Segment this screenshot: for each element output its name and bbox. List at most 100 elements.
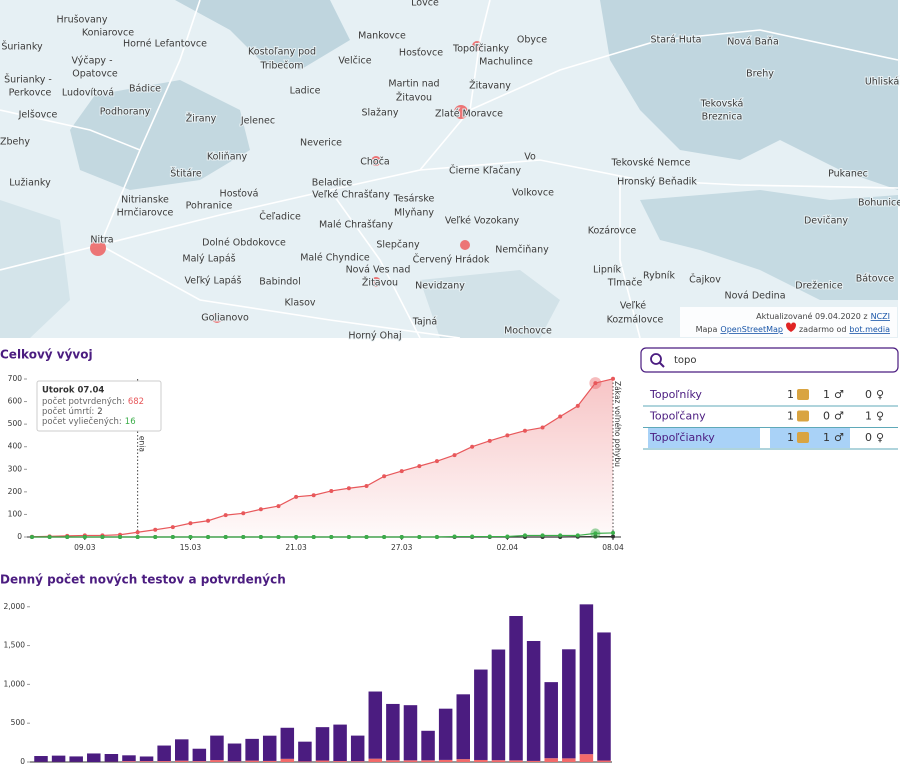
bar-segment bbox=[245, 738, 259, 761]
map-marker[interactable] bbox=[371, 156, 381, 166]
bar-segment bbox=[175, 739, 189, 761]
bar-segment bbox=[438, 759, 453, 762]
map-label: Beladice bbox=[312, 178, 353, 189]
hover-marker bbox=[589, 377, 602, 390]
point bbox=[522, 428, 527, 433]
bar-segment bbox=[34, 756, 48, 762]
map-label: Podhorany bbox=[100, 107, 151, 118]
map[interactable] bbox=[0, 0, 899, 339]
attribution-map: Mapa OpenStreetMap zadarmo od bot.media bbox=[696, 325, 890, 334]
bar-segment bbox=[579, 604, 594, 755]
map-label: Tekovská bbox=[700, 99, 744, 110]
result-count: 1 bbox=[787, 388, 794, 401]
point bbox=[294, 494, 299, 499]
map-label: Nitrianske bbox=[121, 195, 169, 206]
search-query[interactable]: topo bbox=[674, 355, 697, 366]
bar-segment bbox=[421, 760, 435, 762]
point bbox=[364, 483, 369, 488]
map-label: Žirany bbox=[186, 113, 217, 125]
map-marker[interactable] bbox=[460, 240, 470, 250]
search-icon bbox=[650, 353, 662, 365]
point bbox=[434, 459, 439, 464]
map-label: Lovce bbox=[411, 0, 439, 9]
male-symbol: ♂ bbox=[834, 431, 844, 444]
point bbox=[100, 535, 105, 539]
bar-segment bbox=[315, 760, 330, 762]
map-label: Mlyňany bbox=[394, 208, 434, 219]
bar-segment bbox=[403, 705, 418, 761]
map-label: Machulince bbox=[479, 57, 533, 68]
attribution-box bbox=[680, 307, 897, 337]
point bbox=[276, 535, 281, 539]
point bbox=[206, 518, 211, 523]
point bbox=[611, 530, 615, 535]
point bbox=[611, 534, 615, 539]
x-tick-label: 27.03 bbox=[391, 543, 413, 552]
map-label: Malé Chyndice bbox=[300, 253, 370, 264]
bar-segment bbox=[579, 754, 594, 762]
map-terrain bbox=[0, 200, 70, 338]
point bbox=[329, 488, 334, 493]
point bbox=[452, 453, 457, 458]
map-label: Nitra bbox=[90, 235, 113, 246]
map-label: Vo bbox=[524, 152, 536, 163]
bar-segment bbox=[368, 691, 383, 759]
map-label: Ladice bbox=[290, 86, 321, 97]
map-label: Ludovítová bbox=[62, 88, 114, 99]
bar-segment bbox=[175, 760, 189, 762]
point bbox=[188, 521, 193, 526]
search-panel: topo bbox=[640, 347, 899, 373]
bar-segment bbox=[210, 760, 224, 762]
female-symbol: ♀ bbox=[876, 431, 884, 444]
result-name[interactable]: Topoľčany bbox=[649, 410, 706, 423]
y-tick-label: 1,000 bbox=[4, 679, 26, 688]
tooltip-row: počet vyliečených: 16 bbox=[42, 416, 136, 427]
result-name[interactable]: Topoľníky bbox=[649, 388, 702, 401]
point bbox=[311, 535, 316, 539]
bar-segment bbox=[350, 735, 365, 762]
point bbox=[346, 486, 351, 491]
point bbox=[65, 535, 70, 539]
map-label: Tekovské Nemce bbox=[611, 158, 691, 169]
map-marker[interactable] bbox=[472, 41, 482, 51]
point bbox=[611, 376, 615, 381]
map-label: Čajkov bbox=[689, 274, 721, 286]
nczi-link[interactable]: NCZI bbox=[871, 312, 890, 321]
point bbox=[206, 535, 211, 539]
map-marker[interactable] bbox=[212, 313, 222, 323]
map-marker[interactable] bbox=[371, 277, 381, 287]
map-label: Hrušovany bbox=[57, 15, 108, 26]
map-label: Volkovce bbox=[512, 188, 554, 199]
x-tick-label: 02.04 bbox=[497, 543, 519, 552]
heart-icon bbox=[786, 322, 796, 332]
map-label: Koniarovce bbox=[82, 28, 134, 39]
bar-segment bbox=[139, 761, 154, 762]
x-tick-label: 21.03 bbox=[285, 543, 307, 552]
male-symbol: ♂ bbox=[834, 410, 844, 423]
series-line bbox=[31, 378, 614, 538]
point bbox=[223, 535, 228, 539]
map-marker[interactable] bbox=[454, 105, 468, 119]
search-icon bbox=[659, 362, 665, 368]
map-label: Kozárovce bbox=[588, 226, 637, 237]
map-marker[interactable] bbox=[90, 240, 106, 256]
point bbox=[505, 433, 510, 438]
map-label: Pohranice bbox=[186, 201, 233, 212]
point bbox=[223, 513, 228, 518]
map-label: Žitavou bbox=[362, 277, 398, 289]
family-icon bbox=[797, 410, 809, 422]
bar-segment bbox=[544, 758, 558, 762]
search-input[interactable] bbox=[640, 347, 899, 373]
bot-link[interactable]: bot.media bbox=[849, 325, 890, 334]
female-symbol: ♀ bbox=[876, 410, 884, 423]
map-label: Horný Ohaj bbox=[348, 331, 401, 342]
bar-segment bbox=[333, 724, 347, 762]
series-line bbox=[32, 532, 614, 538]
bar-segment bbox=[333, 761, 347, 762]
map-label: Babindol bbox=[259, 277, 301, 288]
result-name[interactable]: Topoľčianky bbox=[649, 431, 715, 444]
y-tick-label: 600 bbox=[8, 397, 23, 406]
result-male: 1 bbox=[823, 388, 830, 401]
map-label: Klasov bbox=[284, 298, 315, 309]
osm-link[interactable]: OpenStreetMap bbox=[720, 325, 783, 334]
